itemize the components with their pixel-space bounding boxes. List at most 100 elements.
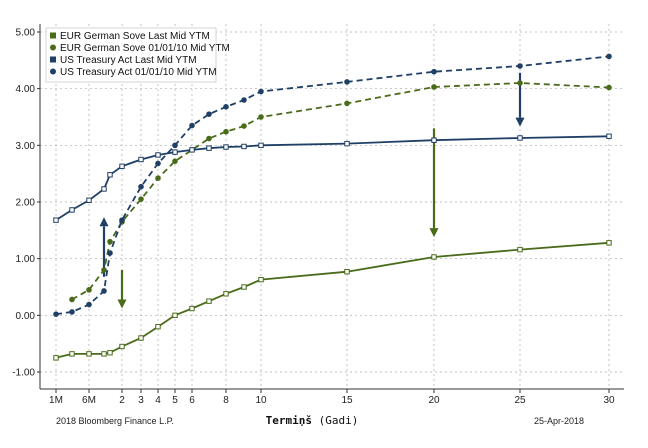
- y-tick-label: 2.00: [16, 198, 36, 209]
- x-tick-label: 2: [119, 395, 125, 406]
- data-point: [53, 311, 59, 318]
- x-tick-label: 10: [255, 395, 267, 406]
- data-point: [69, 351, 75, 357]
- data-point: [119, 217, 125, 223]
- y-tick-label: 5.00: [16, 28, 36, 39]
- data-point: [223, 291, 229, 297]
- data-point: [107, 350, 113, 356]
- data-point: [606, 133, 612, 139]
- annotation-arrow-head: [99, 217, 109, 227]
- data-point: [606, 84, 612, 91]
- data-point: [101, 288, 107, 294]
- data-point: [86, 197, 92, 204]
- legend-entry: EUR German Sove Last Mid YTM: [60, 31, 210, 42]
- legend-entry: US Treasury Act 01/01/10 Mid YTM: [60, 67, 217, 78]
- data-point: [241, 284, 247, 290]
- x-tick-label: 3: [138, 395, 144, 406]
- data-point: [517, 63, 523, 69]
- data-point: [206, 145, 212, 151]
- data-point: [223, 104, 229, 110]
- x-tick-label: 4: [155, 395, 161, 406]
- legend-marker: [50, 32, 56, 39]
- data-point: [101, 351, 107, 357]
- data-point: [517, 80, 523, 86]
- data-point: [344, 269, 350, 275]
- x-tick-label: 25: [514, 395, 526, 406]
- data-point: [155, 323, 161, 330]
- series-lines: [53, 53, 612, 361]
- x-tick-label: 1M: [49, 395, 63, 406]
- data-point: [258, 276, 264, 283]
- y-tick-label: 0.00: [16, 311, 36, 322]
- footer-date: 25-Apr-2018: [534, 416, 584, 426]
- legend-entry: EUR German Sove 01/01/10 Mid YTM: [60, 43, 230, 54]
- data-point: [517, 135, 523, 141]
- x-axis-title-group: Termiņš (Gadi): [266, 414, 359, 427]
- data-point: [606, 240, 612, 246]
- data-point: [344, 79, 350, 85]
- annotation-arrow-head: [117, 299, 127, 309]
- data-point: [189, 122, 195, 129]
- data-point: [206, 298, 212, 304]
- data-point: [431, 84, 437, 90]
- data-point: [119, 343, 125, 350]
- data-point: [344, 140, 350, 147]
- data-point: [138, 196, 144, 202]
- data-point: [172, 142, 178, 149]
- y-tick-label: 3.00: [16, 141, 36, 152]
- data-point: [138, 335, 144, 341]
- data-point: [189, 305, 195, 312]
- data-point: [431, 68, 437, 75]
- data-point: [155, 175, 161, 181]
- legend-marker: [50, 44, 56, 51]
- data-point: [172, 149, 178, 155]
- y-tick-label: -1.00: [12, 368, 35, 379]
- data-point: [69, 309, 75, 315]
- data-point: [53, 217, 59, 223]
- data-point: [138, 156, 144, 163]
- x-tick-label: 20: [428, 395, 440, 406]
- data-point: [241, 97, 247, 103]
- footer-copyright: 2018 Bloomberg Finance L.P.: [56, 416, 174, 426]
- data-point: [138, 183, 144, 190]
- series-line-3: [55, 55, 610, 316]
- data-point: [258, 88, 264, 95]
- x-tick-label: 15: [341, 395, 353, 406]
- data-point: [107, 250, 113, 256]
- data-point: [69, 296, 75, 303]
- legend-marker: [50, 68, 56, 75]
- data-point: [241, 123, 247, 129]
- data-point: [258, 114, 264, 120]
- data-point: [101, 186, 107, 192]
- data-point: [119, 163, 125, 170]
- data-point: [606, 53, 612, 60]
- data-point: [344, 100, 350, 107]
- x-tick-label: 6: [189, 395, 195, 406]
- legend-entry: US Treasury Act Last Mid YTM: [60, 55, 197, 66]
- x-axis-title: Termiņš (Gadi): [266, 414, 359, 427]
- data-point: [241, 143, 247, 150]
- y-tick-label: 4.00: [16, 84, 36, 95]
- data-point: [223, 144, 229, 150]
- data-point: [155, 152, 161, 158]
- x-tick-label: 30: [603, 395, 615, 406]
- data-point: [223, 128, 229, 135]
- data-point: [107, 172, 113, 178]
- x-tick-label: 6M: [82, 395, 96, 406]
- data-point: [155, 160, 161, 167]
- x-tick-label: 5: [172, 395, 178, 406]
- data-point: [431, 254, 437, 260]
- data-point: [69, 207, 75, 213]
- annotation-arrow-head: [515, 117, 525, 127]
- data-point: [517, 246, 523, 253]
- y-tick-label: 1.00: [16, 254, 36, 265]
- axes: 5.00 4.00 3.00 2.00 1.00 0.00 -1.00 1M 6M 2 3 4 5 6 8 1…: [12, 24, 624, 406]
- x-tick-label: 8: [223, 395, 229, 406]
- legend-marker: [50, 56, 56, 63]
- data-point: [172, 158, 178, 164]
- legend-box: [45, 27, 217, 83]
- annotation-arrow-head: [429, 228, 439, 238]
- data-point: [258, 142, 264, 149]
